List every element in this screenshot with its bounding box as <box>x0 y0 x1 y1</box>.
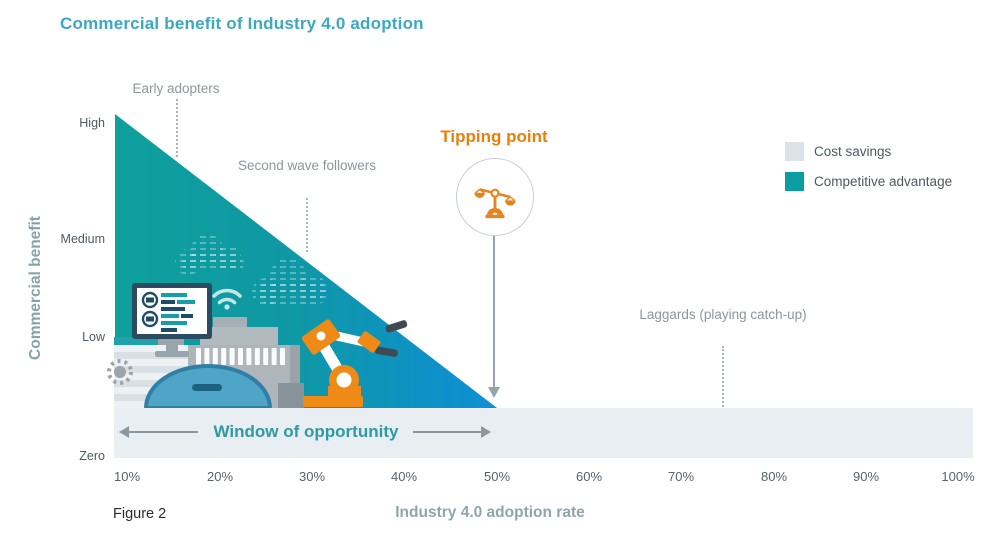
y-tick-medium: Medium <box>60 232 105 246</box>
x-tick: 40% <box>390 469 418 484</box>
tipping-point-badge <box>456 158 534 236</box>
cloud-icon <box>175 234 244 275</box>
tipping-point-arrow-line <box>493 235 495 387</box>
y-tick-low: Low <box>82 330 105 344</box>
y-axis-title: Commercial benefit <box>27 216 44 360</box>
figure-caption: Figure 2 <box>113 506 167 522</box>
x-axis-title: Industry 4.0 adoption rate <box>395 504 585 521</box>
annotation-second-wave: Second wave followers <box>237 158 377 173</box>
balance-scale-icon <box>474 188 516 219</box>
window-arrow-left-head <box>119 426 129 438</box>
data-cloud-icons <box>175 234 328 306</box>
annotation-early-adopters: Early adopters <box>132 81 220 96</box>
cost-savings-band <box>114 408 973 458</box>
legend-swatch-competitive-advantage <box>785 172 804 191</box>
x-tick: 100% <box>941 469 975 484</box>
x-tick: 30% <box>298 469 326 484</box>
window-arrow-right-shaft <box>413 431 483 433</box>
legend-item-competitive-advantage: Competitive advantage <box>785 172 952 191</box>
x-tick: 20% <box>206 469 234 484</box>
legend-swatch-cost-savings <box>785 142 804 161</box>
x-tick: 90% <box>852 469 880 484</box>
x-tick: 50% <box>483 469 511 484</box>
y-tick-zero: Zero <box>79 449 105 463</box>
legend-item-cost-savings: Cost savings <box>785 142 891 161</box>
monitor-icon <box>132 283 212 357</box>
legend-label: Cost savings <box>814 144 892 159</box>
legend-label: Competitive advantage <box>814 174 953 189</box>
annotation-laggards: Laggards (playing catch-up) <box>639 307 807 322</box>
dome-tank-icon <box>143 364 273 410</box>
cloud-icon <box>252 258 328 306</box>
x-tick: 80% <box>760 469 788 484</box>
window-arrow-left-shaft <box>128 431 198 433</box>
tipping-point-arrowhead <box>488 387 500 398</box>
x-tick: 70% <box>667 469 695 484</box>
x-tick: 10% <box>113 469 141 484</box>
gear-icon <box>107 359 133 385</box>
robot-arm-icon <box>301 319 408 407</box>
annotation-window-of-opportunity: Window of opportunity <box>213 422 399 441</box>
window-arrow-right-head <box>481 426 491 438</box>
wifi-icon <box>212 288 242 310</box>
annotation-tipping-point: Tipping point <box>440 127 548 146</box>
dotted-leader-early-adopters <box>176 99 178 157</box>
y-tick-high: High <box>79 116 105 130</box>
x-tick: 60% <box>575 469 603 484</box>
dotted-leader-laggards <box>722 346 724 407</box>
dotted-leader-second-wave <box>306 198 308 252</box>
page-title: Commercial benefit of Industry 4.0 adopt… <box>60 14 424 33</box>
